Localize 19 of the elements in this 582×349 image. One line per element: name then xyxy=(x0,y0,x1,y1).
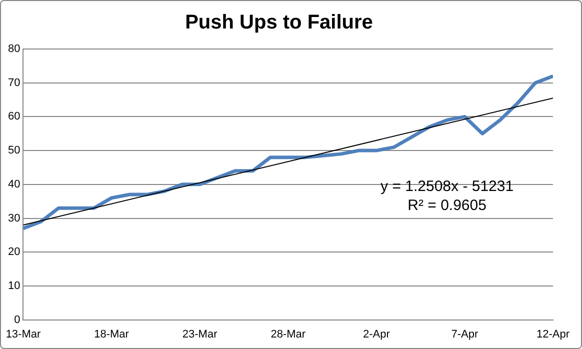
y-tick-label: 50 xyxy=(8,144,20,157)
x-tick-label: 7-Apr xyxy=(451,328,478,340)
y-tick-label: 70 xyxy=(8,76,20,89)
annotation: y = 1.2508x - 51231 xyxy=(380,178,514,196)
x-tick-label: 28-Mar xyxy=(270,328,306,340)
y-tick-label: 0 xyxy=(14,314,20,326)
x-tick-label: 12-Apr xyxy=(536,328,570,340)
y-tick-label: 60 xyxy=(8,110,20,123)
x-tick-label: 13-Mar xyxy=(6,328,41,340)
annotation: R² = 0.9605 xyxy=(408,197,486,214)
chart-title: Push Ups to Failure xyxy=(185,12,373,34)
y-tick-label: 40 xyxy=(8,178,20,190)
y-tick-label: 10 xyxy=(8,280,20,292)
x-tick-label: 18-Mar xyxy=(94,328,130,340)
y-tick-label: 20 xyxy=(8,246,20,258)
x-tick-label: 2-Apr xyxy=(362,328,390,340)
y-tick-label: 80 xyxy=(8,43,20,56)
y-tick-label: 30 xyxy=(8,212,20,224)
x-tick-label: 23-Mar xyxy=(182,328,218,340)
